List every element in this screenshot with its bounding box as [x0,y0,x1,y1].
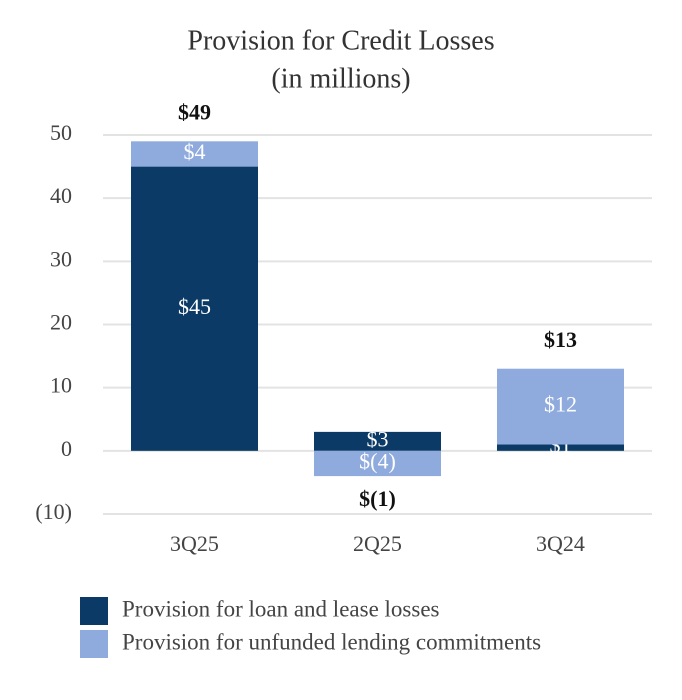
x-tick-label: 3Q24 [536,531,585,556]
chart-subtitle: (in millions) [271,63,410,94]
y-tick-label: (10) [35,499,72,524]
y-tick-label: 30 [50,246,72,271]
bar-segment [497,368,624,445]
y-tick-label: 50 [50,120,72,145]
legend-label: Provision for loan and lease losses [122,596,440,621]
total-label: $49 [178,99,211,124]
y-tick-label: 40 [50,183,72,208]
x-tick-label: 2Q25 [353,531,402,556]
chart-title: Provision for Credit Losses [187,25,494,56]
legend-swatch [80,630,108,658]
data-label: $12 [544,392,577,417]
data-label: $4 [184,139,206,164]
total-label: $13 [544,327,577,352]
y-tick-label: 10 [50,373,72,398]
y-tick-label: 20 [50,310,72,335]
legend-label: Provision for unfunded lending commitmen… [122,629,541,654]
bar-segment [131,166,258,451]
bar-segment [497,444,624,451]
total-label: $(1) [359,486,396,511]
x-tick-label: 3Q25 [170,531,219,556]
legend-swatch [80,597,108,625]
bar-segment [314,450,441,477]
data-label: $(4) [359,449,396,474]
y-tick-label: 0 [61,436,72,461]
data-label: $3 [367,426,389,451]
bar-segment [314,431,441,451]
data-label: $45 [178,294,211,319]
bar-segment [131,141,258,167]
